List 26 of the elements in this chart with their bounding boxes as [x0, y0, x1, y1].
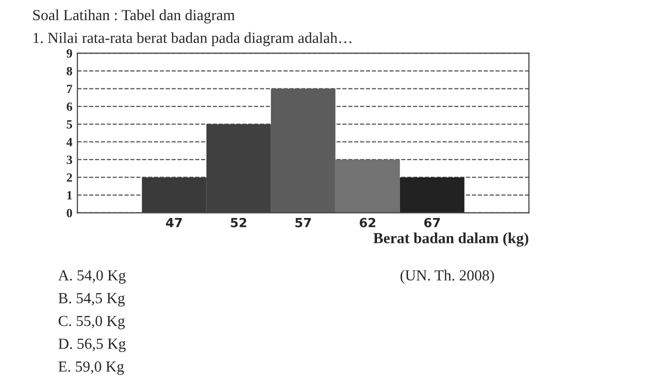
y-tick-label: 0 [66, 208, 72, 218]
chart-subtitle: Soal Latihan : Tabel dan diagram [33, 10, 235, 24]
y-tick-label: 7 [67, 84, 72, 94]
text: B. 54,5 Kg [58, 293, 125, 306]
y-tick-label: 3 [66, 156, 72, 164]
x-tick-label: 62 [360, 218, 376, 228]
bar [335, 160, 400, 213]
x-tick-label: 57 [295, 218, 311, 228]
bar [400, 177, 464, 213]
x-axis-title: Berat badan dalam (kg) [373, 232, 528, 247]
chart-title: 1. Nilai rata-rata berat badan pada diagram adalah… [34, 32, 352, 46]
y-tick-label: 2 [66, 173, 72, 182]
y-tick-label: 4 [66, 138, 72, 146]
x-tick-label: 47 [166, 218, 182, 228]
text: D. 56,5 Kg [58, 338, 126, 352]
y-tick-label: 5 [66, 120, 72, 129]
text: E. 59,0 Kg [58, 361, 124, 375]
y-tick-label: 1 [67, 191, 72, 200]
x-tick-label: 52 [230, 218, 246, 228]
text: C. 55,0 Kg [58, 316, 125, 330]
y-tick-label: 9 [66, 49, 72, 58]
y-tick-label: 6 [66, 102, 72, 111]
y-tick-label: 8 [66, 66, 72, 76]
x-tick-label: 67 [424, 218, 440, 228]
text: A. 54,0 Kg [58, 270, 126, 284]
text: (UN. Th. 2008) [400, 270, 494, 284]
